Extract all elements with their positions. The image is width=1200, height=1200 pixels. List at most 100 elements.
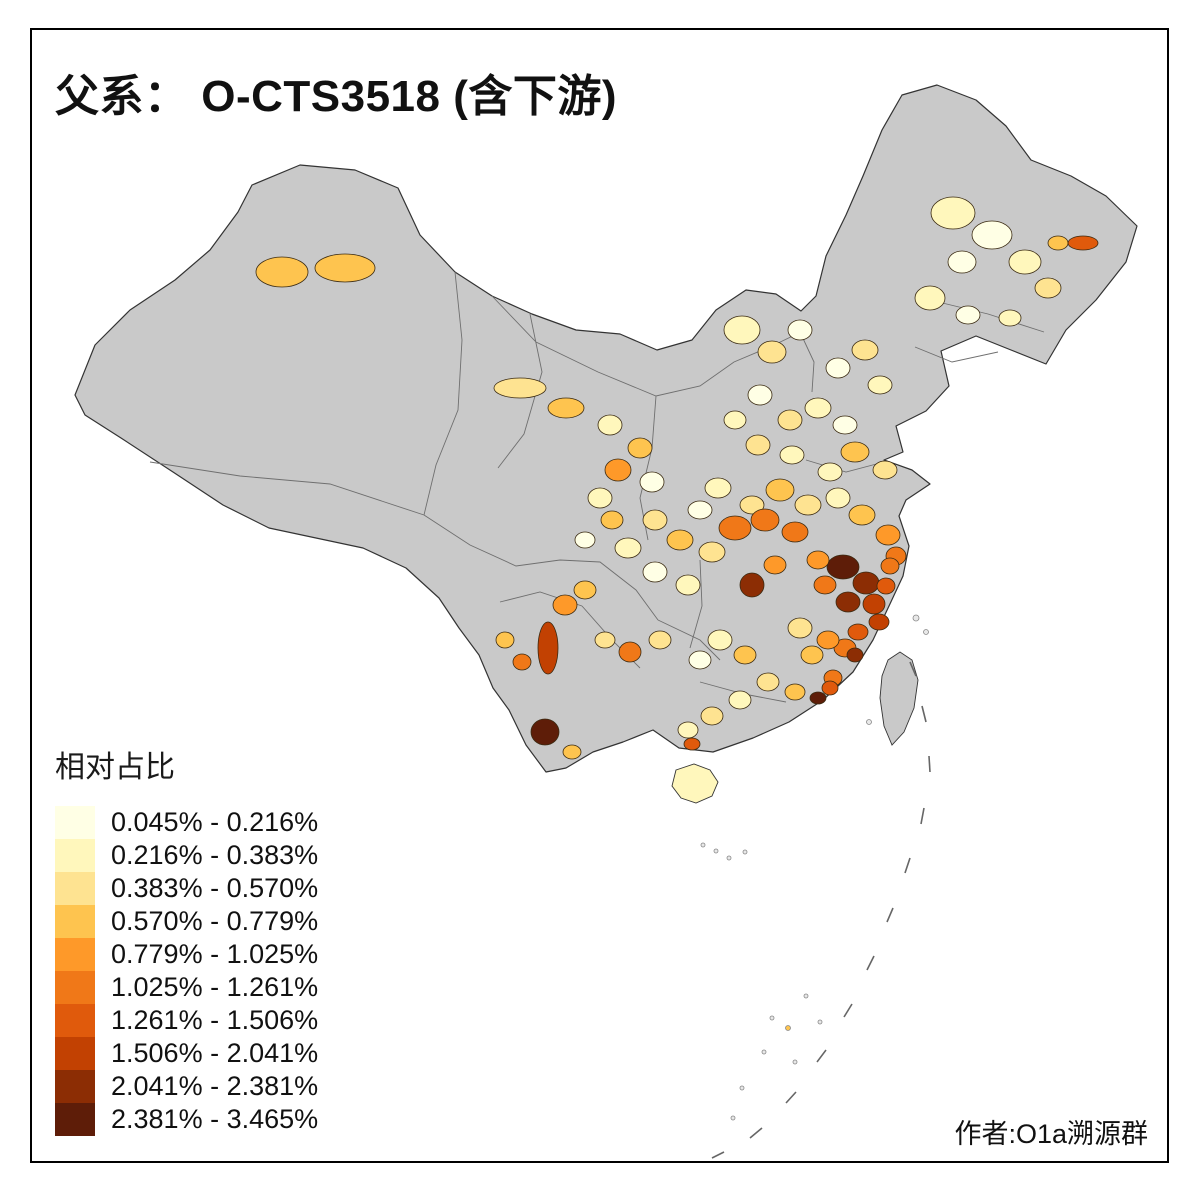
legend-swatch	[55, 839, 95, 872]
map-region	[530, 718, 560, 746]
map-region	[255, 256, 309, 288]
map-region	[930, 196, 976, 230]
map-region	[677, 721, 699, 739]
legend-row: 0.779% - 1.025%	[55, 938, 318, 971]
map-region	[816, 630, 840, 650]
map-region	[867, 375, 893, 395]
map-region	[851, 339, 879, 361]
legend-title: 相对占比	[55, 751, 175, 784]
taiwan-island	[879, 651, 919, 746]
map-region	[1067, 235, 1099, 251]
legend-label: 0.216% - 0.383%	[111, 840, 319, 870]
map-region	[804, 397, 832, 419]
map-region	[700, 706, 724, 726]
map-region	[779, 445, 805, 465]
map-region	[512, 653, 532, 671]
map-region	[574, 531, 596, 549]
map-region	[648, 630, 672, 650]
map-region	[1008, 249, 1042, 275]
map-region	[777, 409, 803, 431]
map-region	[733, 645, 757, 665]
legend-rows: 0.045% - 0.216% 0.216% - 0.383% 0.383% -…	[55, 806, 318, 1136]
legend-row: 1.025% - 1.261%	[55, 971, 318, 1004]
legend-swatch	[55, 1037, 95, 1070]
map-region	[809, 691, 827, 705]
map-region	[723, 315, 761, 345]
legend-label: 2.381% - 3.465%	[111, 1104, 319, 1134]
map-region	[847, 623, 869, 641]
map-region	[868, 613, 890, 631]
map-region	[806, 550, 830, 570]
map-region	[604, 458, 632, 482]
map-region	[573, 580, 597, 600]
legend-swatch	[55, 1070, 95, 1103]
map-region	[718, 515, 752, 541]
attribution: 作者:O1a溯源群	[954, 1119, 1148, 1149]
map-region	[597, 414, 623, 436]
map-region	[825, 487, 851, 509]
map-region	[728, 690, 752, 710]
legend-row: 2.041% - 2.381%	[55, 1070, 318, 1103]
legend-label: 1.506% - 2.041%	[111, 1038, 319, 1068]
map-region	[784, 683, 806, 701]
map-region	[739, 572, 765, 598]
map-region	[765, 478, 795, 502]
map-region	[600, 510, 624, 530]
legend-label: 1.261% - 1.506%	[111, 1005, 319, 1035]
map-region	[872, 460, 898, 480]
map-region	[687, 500, 713, 520]
legend-swatch	[55, 938, 95, 971]
legend-label: 1.025% - 1.261%	[111, 972, 319, 1002]
map-region	[787, 617, 813, 639]
legend-swatch	[55, 1103, 95, 1136]
map-region	[618, 641, 642, 663]
map-region	[875, 524, 901, 546]
map-region	[552, 594, 578, 616]
legend-label: 0.383% - 0.570%	[111, 873, 319, 903]
map-region	[675, 574, 701, 596]
legend-swatch	[55, 905, 95, 938]
map-region	[642, 561, 668, 583]
map-region	[707, 629, 733, 651]
legend: 相对占比 0.045% - 0.216% 0.216% - 0.383% 0.3…	[55, 742, 318, 1136]
map-region	[493, 377, 547, 399]
nine-dash-line	[711, 661, 931, 1159]
legend-swatch	[55, 872, 95, 905]
map-region	[562, 744, 582, 760]
legend-row: 0.045% - 0.216%	[55, 806, 318, 839]
map-region	[495, 631, 515, 649]
map-region	[794, 494, 822, 516]
map-region	[723, 410, 747, 430]
map-region	[971, 220, 1013, 250]
legend-row: 2.381% - 3.465%	[55, 1103, 318, 1136]
map-region	[642, 509, 668, 531]
map-region	[688, 650, 712, 670]
legend-row: 0.216% - 0.383%	[55, 839, 318, 872]
choropleth-regions	[255, 196, 1099, 760]
small-islands	[700, 614, 929, 1121]
map-region	[840, 441, 870, 463]
map-region	[756, 672, 780, 692]
map-region	[846, 647, 864, 663]
map-region	[757, 340, 787, 364]
legend-label: 2.041% - 2.381%	[111, 1071, 319, 1101]
map-region	[832, 415, 858, 435]
map-region	[813, 575, 837, 595]
map-region	[852, 571, 880, 595]
map-region	[747, 384, 773, 406]
map-region	[666, 529, 694, 551]
map-region	[547, 397, 585, 419]
map-region	[314, 253, 376, 283]
legend-row: 0.383% - 0.570%	[55, 872, 318, 905]
map-region	[750, 508, 780, 532]
map-region	[955, 305, 981, 325]
legend-label: 0.570% - 0.779%	[111, 906, 319, 936]
legend-swatch	[55, 806, 95, 839]
legend-row: 0.570% - 0.779%	[55, 905, 318, 938]
legend-row: 1.506% - 2.041%	[55, 1037, 318, 1070]
map-region	[998, 309, 1022, 327]
map-region	[704, 477, 732, 499]
legend-swatch	[55, 971, 95, 1004]
legend-label: 0.045% - 0.216%	[111, 807, 319, 837]
